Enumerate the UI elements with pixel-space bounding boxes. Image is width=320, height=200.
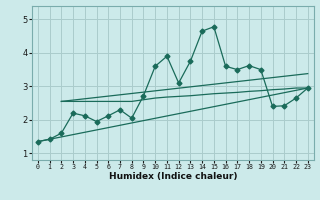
- X-axis label: Humidex (Indice chaleur): Humidex (Indice chaleur): [108, 172, 237, 181]
